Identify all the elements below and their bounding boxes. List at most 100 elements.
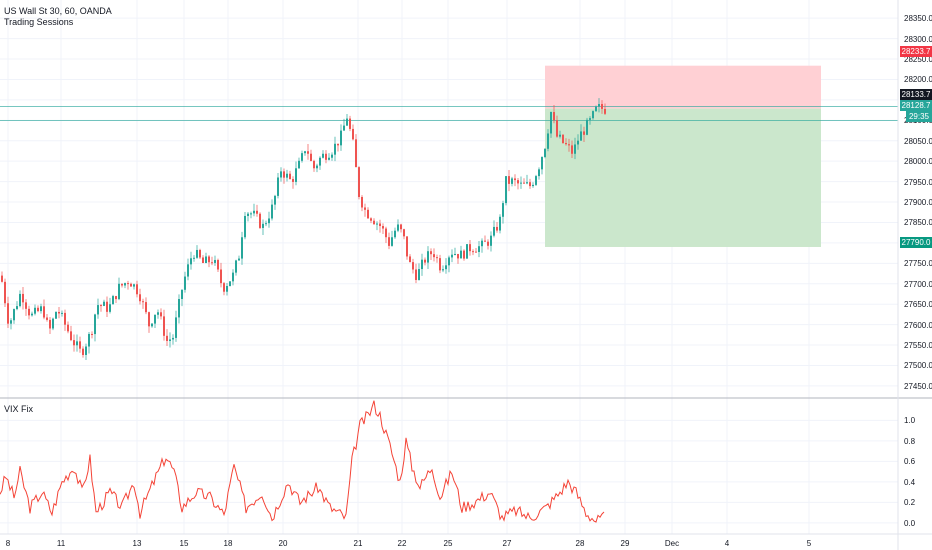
candle xyxy=(517,177,519,190)
candle xyxy=(274,194,276,210)
candle xyxy=(304,150,306,156)
candle xyxy=(331,152,333,161)
candle xyxy=(70,325,72,342)
candle xyxy=(82,346,84,358)
candle xyxy=(163,309,165,341)
candle xyxy=(394,227,396,239)
candle xyxy=(166,329,168,346)
time-tick-label: Dec xyxy=(664,539,680,548)
candle xyxy=(283,168,285,184)
candle xyxy=(76,334,78,352)
candle xyxy=(565,138,567,146)
candle xyxy=(568,138,570,152)
price-tick-label: 27700.0 xyxy=(904,279,932,289)
candle xyxy=(550,111,552,138)
candle xyxy=(316,163,318,173)
candle xyxy=(97,298,99,319)
candle xyxy=(109,297,111,314)
price-tick-label: 27850.0 xyxy=(904,218,932,228)
candle xyxy=(88,332,90,354)
price-tick-label: 27950.0 xyxy=(904,177,932,187)
candle xyxy=(256,204,258,217)
candle xyxy=(268,211,270,228)
candle xyxy=(418,263,420,281)
candle xyxy=(397,219,399,233)
time-tick-label: 20 xyxy=(278,539,288,548)
stop-loss-zone[interactable] xyxy=(545,65,821,109)
candle xyxy=(520,176,522,189)
candle xyxy=(199,248,201,259)
vix-tick-label: 0.0 xyxy=(904,518,916,528)
candle xyxy=(49,316,51,335)
candle xyxy=(604,103,606,116)
candle xyxy=(337,143,339,152)
candle xyxy=(103,299,105,307)
candle xyxy=(490,231,492,252)
candle xyxy=(319,156,321,170)
time-tick-label: 15 xyxy=(179,539,189,548)
candle xyxy=(250,211,252,219)
price-tick-label: 28050.0 xyxy=(904,136,932,146)
time-tick-label: 18 xyxy=(223,539,233,548)
candle xyxy=(172,334,174,345)
price-tick-label: 27450.0 xyxy=(904,381,932,391)
candle xyxy=(466,244,468,259)
vix-tick-label: 0.4 xyxy=(904,477,916,487)
candle xyxy=(412,258,414,274)
candle xyxy=(220,262,222,288)
candle xyxy=(334,136,336,162)
candle xyxy=(346,114,348,127)
candle xyxy=(436,254,438,263)
candle xyxy=(415,263,417,284)
candle xyxy=(373,218,375,225)
candle xyxy=(592,110,594,120)
candle xyxy=(427,246,429,269)
candle xyxy=(508,170,510,192)
candle xyxy=(100,304,102,312)
candle xyxy=(94,313,96,342)
candle xyxy=(25,299,27,316)
vix-tick-label: 0.2 xyxy=(904,498,916,508)
candle xyxy=(529,178,531,189)
candle xyxy=(385,226,387,243)
candle xyxy=(205,252,207,264)
candle xyxy=(22,287,24,310)
candle xyxy=(574,137,576,160)
candle xyxy=(124,282,126,289)
time-tick-label: 13 xyxy=(132,539,142,548)
candle xyxy=(358,166,360,200)
candlestick-series xyxy=(1,98,606,361)
candle xyxy=(481,238,483,253)
candle xyxy=(145,297,147,315)
candle xyxy=(430,248,432,260)
candle xyxy=(295,161,297,186)
candle xyxy=(106,296,108,317)
candle xyxy=(7,296,9,328)
candle xyxy=(493,220,495,238)
candle xyxy=(433,248,435,262)
candle xyxy=(391,230,393,247)
candle xyxy=(460,245,462,259)
candle xyxy=(349,115,351,132)
candle xyxy=(583,126,585,142)
candle xyxy=(169,332,171,348)
candle xyxy=(298,157,300,169)
candle xyxy=(526,174,528,185)
take-profit-zone[interactable] xyxy=(545,108,821,247)
indicator-label: VIX Fix xyxy=(4,404,34,414)
candle xyxy=(37,305,39,313)
candle xyxy=(445,258,447,274)
candle xyxy=(589,116,591,125)
candle xyxy=(139,288,141,305)
candle xyxy=(499,214,501,234)
candle xyxy=(532,182,534,188)
candle xyxy=(322,150,324,159)
time-tick-label: 4 xyxy=(724,539,730,548)
candle xyxy=(403,228,405,240)
candle xyxy=(19,290,21,308)
candle xyxy=(496,221,498,233)
candle xyxy=(595,105,597,112)
candle xyxy=(406,236,408,260)
candle xyxy=(229,281,231,287)
